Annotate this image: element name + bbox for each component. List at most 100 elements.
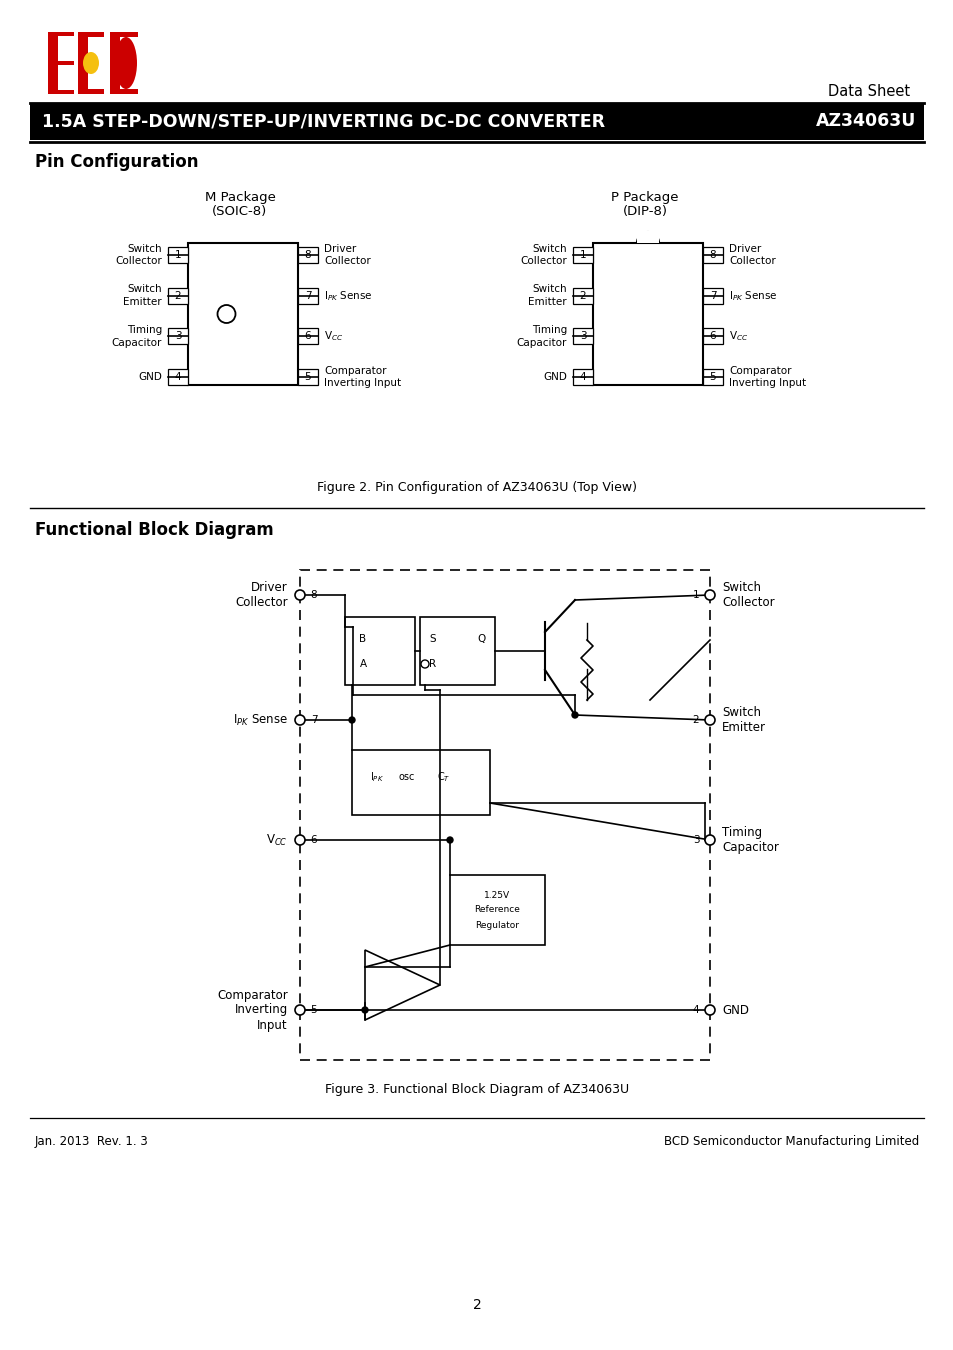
Text: Figure 2. Pin Configuration of AZ34063U (Top View): Figure 2. Pin Configuration of AZ34063U …: [316, 482, 637, 494]
Text: 4: 4: [692, 1004, 699, 1015]
Circle shape: [704, 1004, 714, 1015]
Circle shape: [361, 1007, 368, 1012]
Ellipse shape: [115, 36, 137, 89]
Text: Driver
Collector: Driver Collector: [728, 244, 775, 266]
Text: 4: 4: [579, 373, 586, 382]
Text: 5: 5: [311, 1004, 317, 1015]
FancyBboxPatch shape: [702, 247, 722, 263]
FancyBboxPatch shape: [702, 288, 722, 304]
Text: Regulator: Regulator: [475, 921, 518, 930]
Text: 2: 2: [174, 290, 181, 301]
Text: V$_{CC}$: V$_{CC}$: [266, 833, 288, 848]
Text: 1.5A STEP-DOWN/STEP-UP/INVERTING DC-DC CONVERTER: 1.5A STEP-DOWN/STEP-UP/INVERTING DC-DC C…: [42, 112, 604, 130]
FancyBboxPatch shape: [168, 369, 188, 385]
Text: Timing
Capacitor: Timing Capacitor: [517, 325, 566, 347]
Circle shape: [294, 1004, 305, 1015]
Text: A: A: [359, 659, 366, 670]
Text: GND: GND: [542, 373, 566, 382]
Text: GND: GND: [138, 373, 162, 382]
FancyBboxPatch shape: [297, 328, 317, 344]
Text: 6: 6: [311, 836, 317, 845]
Text: 5: 5: [304, 373, 311, 382]
Circle shape: [294, 836, 305, 845]
FancyBboxPatch shape: [58, 65, 76, 90]
FancyBboxPatch shape: [450, 875, 544, 945]
Text: S: S: [429, 634, 436, 644]
Text: 7: 7: [304, 290, 311, 301]
FancyBboxPatch shape: [637, 231, 659, 243]
Text: Switch
Collector: Switch Collector: [115, 244, 162, 266]
FancyBboxPatch shape: [168, 288, 188, 304]
Text: Functional Block Diagram: Functional Block Diagram: [35, 521, 274, 539]
FancyBboxPatch shape: [593, 243, 702, 385]
Text: I$_{PK}$: I$_{PK}$: [370, 769, 384, 784]
Text: 6: 6: [304, 331, 311, 342]
Text: 8: 8: [311, 590, 317, 599]
FancyBboxPatch shape: [702, 369, 722, 385]
Text: BCD Semiconductor Manufacturing Limited: BCD Semiconductor Manufacturing Limited: [663, 1135, 918, 1149]
Text: Q: Q: [477, 634, 486, 644]
Text: Driver
Collector: Driver Collector: [235, 580, 288, 609]
Circle shape: [704, 590, 714, 599]
FancyBboxPatch shape: [352, 751, 490, 815]
Text: GND: GND: [721, 1003, 748, 1017]
Text: 7: 7: [311, 716, 317, 725]
Circle shape: [294, 590, 305, 599]
FancyBboxPatch shape: [573, 288, 593, 304]
Text: Pin Configuration: Pin Configuration: [35, 153, 198, 171]
FancyBboxPatch shape: [188, 243, 297, 385]
FancyBboxPatch shape: [78, 32, 104, 94]
Circle shape: [572, 711, 578, 718]
Text: C$_T$: C$_T$: [436, 769, 450, 784]
Text: Comparator
Inverting
Input: Comparator Inverting Input: [217, 988, 288, 1031]
Text: M Package: M Package: [204, 190, 275, 204]
Text: 2: 2: [579, 290, 586, 301]
Text: Switch
Collector: Switch Collector: [721, 580, 774, 609]
Text: Reference: Reference: [474, 906, 519, 914]
Text: 1: 1: [692, 590, 699, 599]
Text: P Package: P Package: [611, 190, 678, 204]
Text: Data Sheet: Data Sheet: [827, 85, 909, 100]
FancyBboxPatch shape: [297, 247, 317, 263]
Text: AZ34063U: AZ34063U: [815, 112, 915, 130]
Text: Switch
Emitter: Switch Emitter: [528, 285, 566, 306]
FancyBboxPatch shape: [297, 288, 317, 304]
FancyBboxPatch shape: [168, 328, 188, 344]
Text: 2: 2: [472, 1297, 481, 1312]
Text: B: B: [359, 634, 366, 644]
Circle shape: [704, 836, 714, 845]
Circle shape: [349, 717, 355, 724]
FancyBboxPatch shape: [30, 103, 923, 140]
Text: 3: 3: [579, 331, 586, 342]
Text: 2: 2: [692, 716, 699, 725]
Text: (DIP-8): (DIP-8): [622, 205, 667, 219]
FancyBboxPatch shape: [573, 369, 593, 385]
FancyBboxPatch shape: [168, 247, 188, 263]
Text: Jan. 2013  Rev. 1. 3: Jan. 2013 Rev. 1. 3: [35, 1135, 149, 1149]
Circle shape: [217, 305, 235, 323]
Text: I$_{PK}$ Sense: I$_{PK}$ Sense: [728, 289, 777, 302]
Text: 4: 4: [174, 373, 181, 382]
Text: V$_{CC}$: V$_{CC}$: [728, 329, 747, 343]
Text: Timing
Capacitor: Timing Capacitor: [112, 325, 162, 347]
Circle shape: [420, 660, 429, 668]
Circle shape: [704, 716, 714, 725]
Text: 7: 7: [709, 290, 716, 301]
Text: osc: osc: [398, 772, 415, 782]
FancyBboxPatch shape: [110, 32, 138, 94]
Text: Timing
Capacitor: Timing Capacitor: [721, 826, 778, 855]
Ellipse shape: [83, 53, 99, 74]
Text: Switch
Collector: Switch Collector: [519, 244, 566, 266]
Text: 3: 3: [174, 331, 181, 342]
Text: Driver
Collector: Driver Collector: [324, 244, 371, 266]
FancyBboxPatch shape: [299, 570, 709, 1060]
Text: Switch
Emitter: Switch Emitter: [123, 285, 162, 306]
FancyBboxPatch shape: [58, 36, 76, 61]
FancyBboxPatch shape: [88, 36, 106, 89]
FancyBboxPatch shape: [345, 617, 415, 684]
Text: Switch
Emitter: Switch Emitter: [721, 706, 765, 734]
FancyBboxPatch shape: [573, 247, 593, 263]
Text: 8: 8: [304, 250, 311, 261]
FancyBboxPatch shape: [573, 328, 593, 344]
Text: I$_{PK}$ Sense: I$_{PK}$ Sense: [324, 289, 373, 302]
